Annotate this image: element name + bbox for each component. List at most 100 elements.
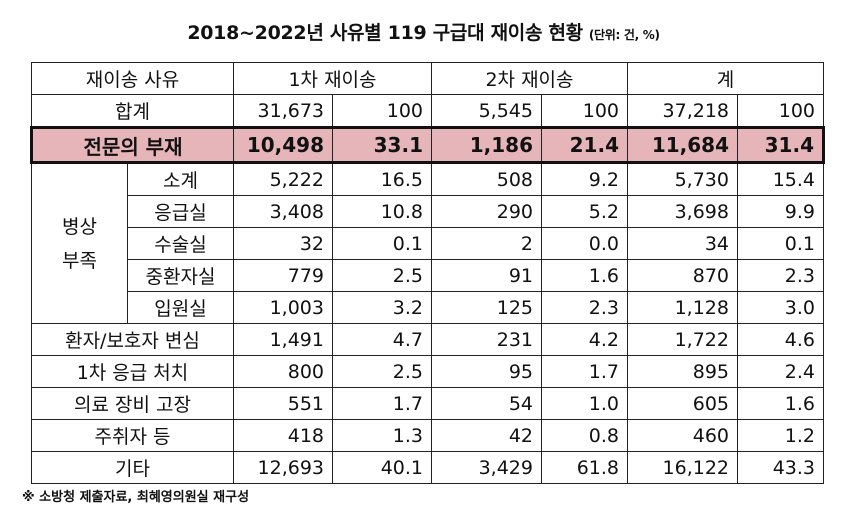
cell: 1,128 [627, 291, 738, 324]
cell: 1.3 [332, 419, 432, 452]
total-row: 합계 31,673 100 5,545 100 37,218 100 [31, 94, 824, 128]
cell: 551 [233, 387, 333, 420]
cell: 231 [431, 323, 542, 356]
header-first: 1차 재이송 [233, 62, 432, 95]
cell: 1.2 [737, 419, 824, 452]
cell: 870 [627, 259, 738, 292]
table-row: 병상 부족 소계 5,222 16.5 508 9.2 5,730 15.4 [31, 162, 824, 324]
row-label: 중환자실 [127, 259, 234, 292]
cell: 800 [233, 355, 333, 388]
cell: 31,673 [233, 94, 333, 128]
cell: 5.2 [541, 195, 628, 228]
cell: 3,698 [627, 195, 738, 228]
cell: 34 [627, 227, 738, 260]
cell: 1.7 [332, 387, 432, 420]
cell: 895 [627, 355, 738, 388]
cell: 31.4 [737, 126, 825, 164]
cell: 5,730 [627, 162, 738, 196]
bed-shortage-group-label: 병상 부족 [31, 162, 128, 324]
cell: 100 [737, 94, 824, 128]
row-label: 응급실 [127, 195, 234, 228]
cell: 3.2 [332, 291, 432, 324]
cell: 125 [431, 291, 542, 324]
title-text: 2018~2022년 사유별 119 구급대 재이송 현황 [187, 22, 583, 44]
cell: 9.9 [737, 195, 824, 228]
cell: 418 [233, 419, 333, 452]
header-second: 2차 재이송 [431, 62, 628, 95]
cell: 37,218 [627, 94, 738, 128]
cell: 3,429 [431, 451, 542, 484]
cell: 16.5 [332, 162, 432, 196]
cell: 0.1 [332, 227, 432, 260]
cell: 54 [431, 387, 542, 420]
cell: 100 [332, 94, 432, 128]
table-row: 중환자실 779 2.5 91 1.6 870 2.3 [32, 259, 824, 292]
table-row: 1차 응급 처치 800 2.5 95 1.7 895 2.4 [31, 355, 824, 388]
cell: 2 [431, 227, 542, 260]
cell: 61.8 [541, 451, 628, 484]
cell: 2.4 [737, 355, 824, 388]
cell: 12,693 [233, 451, 333, 484]
cell: 2.3 [541, 291, 628, 324]
header-reason: 재이송 사유 [31, 62, 234, 95]
row-label: 기타 [31, 451, 234, 484]
page-title: 2018~2022년 사유별 119 구급대 재이송 현황 (단위: 건, %) [0, 18, 847, 45]
row-label: 수술실 [127, 227, 234, 260]
cell: 4.7 [332, 323, 432, 356]
cell: 1.0 [541, 387, 628, 420]
cell: 9.2 [541, 162, 628, 196]
cell: 1,186 [431, 126, 542, 164]
table-row: 환자/보호자 변심 1,491 4.7 231 4.2 1,722 4.6 [31, 323, 824, 356]
header-row: 재이송 사유 1차 재이송 2차 재이송 계 [31, 62, 824, 95]
table-row: 주취자 등 418 1.3 42 0.8 460 1.2 [31, 419, 824, 452]
cell: 5,545 [431, 94, 542, 128]
cell: 1,722 [627, 323, 738, 356]
cell: 2.5 [332, 355, 432, 388]
cell: 16,122 [627, 451, 738, 484]
cell: 40.1 [332, 451, 432, 484]
cell: 460 [627, 419, 738, 452]
cell: 1.6 [737, 387, 824, 420]
row-label: 소계 [127, 162, 234, 196]
row-label: 1차 응급 처치 [31, 355, 234, 388]
cell: 508 [431, 162, 542, 196]
table-row: 수술실 32 0.1 2 0.0 34 0.1 [32, 227, 824, 260]
row-label: 환자/보호자 변심 [31, 323, 234, 356]
cell: 1.7 [541, 355, 628, 388]
cell: 2.5 [332, 259, 432, 292]
cell: 95 [431, 355, 542, 388]
cell: 33.1 [332, 126, 432, 164]
cell: 4.2 [541, 323, 628, 356]
table-row: 기타 12,693 40.1 3,429 61.8 16,122 43.3 [31, 451, 824, 484]
row-label: 입원실 [127, 291, 234, 324]
row-label: 의료 장비 고장 [31, 387, 234, 420]
header-sum: 계 [627, 62, 824, 95]
row-label: 전문의 부재 [30, 126, 234, 164]
table-row: 응급실 3,408 10.8 290 5.2 3,698 9.9 [32, 195, 824, 228]
cell: 0.0 [541, 227, 628, 260]
cell: 1.6 [541, 259, 628, 292]
specialist-absent-row: 전문의 부재 10,498 33.1 1,186 21.4 11,684 31.… [30, 126, 825, 164]
cell: 290 [431, 195, 542, 228]
cell: 3,408 [233, 195, 333, 228]
unit-label: (단위: 건, %) [588, 28, 660, 42]
cell: 0.1 [737, 227, 824, 260]
cell: 3.0 [737, 291, 824, 324]
table-row: 의료 장비 고장 551 1.7 54 1.0 605 1.6 [31, 387, 824, 420]
source-note: ※ 소방청 제출자료, 최혜영의원실 재구성 [22, 490, 250, 505]
cell: 11,684 [627, 126, 738, 164]
row-label: 합계 [31, 94, 234, 128]
cell: 10,498 [233, 126, 333, 164]
cell: 10.8 [332, 195, 432, 228]
cell: 15.4 [737, 162, 824, 196]
cell: 2.3 [737, 259, 824, 292]
table-row: 입원실 1,003 3.2 125 2.3 1,128 3.0 [32, 291, 824, 324]
cell: 21.4 [541, 126, 628, 164]
cell: 32 [233, 227, 333, 260]
cell: 5,222 [233, 162, 333, 196]
cell: 0.8 [541, 419, 628, 452]
cell: 779 [233, 259, 333, 292]
cell: 91 [431, 259, 542, 292]
cell: 42 [431, 419, 542, 452]
cell: 1,491 [233, 323, 333, 356]
